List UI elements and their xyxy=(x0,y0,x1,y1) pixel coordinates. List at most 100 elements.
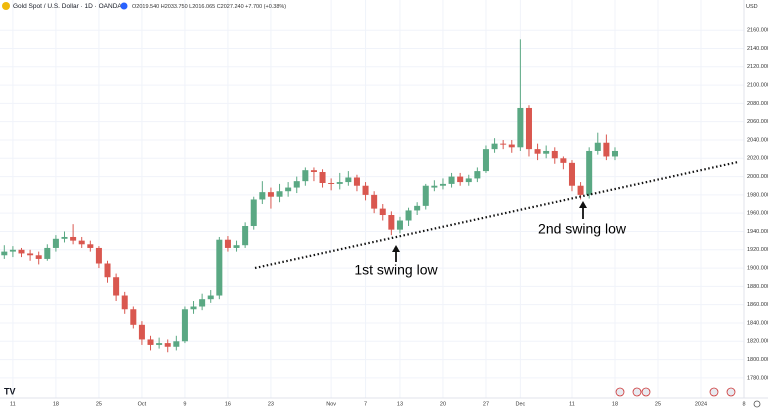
y-tick-label: 2060.000 xyxy=(747,119,768,125)
candle-body xyxy=(242,225,249,246)
candle-body xyxy=(18,249,25,254)
candle-body xyxy=(543,150,550,154)
arrow-2-head xyxy=(579,201,587,208)
y-tick-label: 1920.000 xyxy=(747,247,768,253)
x-tick-label: 11 xyxy=(569,401,575,407)
candle-body xyxy=(104,263,111,278)
y-tick-label: 2100.000 xyxy=(747,83,768,89)
candle-body xyxy=(525,107,532,150)
x-tick-label: 2024 xyxy=(695,401,707,407)
annotation: 1st swing low xyxy=(354,262,438,278)
x-tick-label: 16 xyxy=(225,401,231,407)
axes: 2160.000 2140.000 2120.000 2100.000 2080.000… xyxy=(10,28,768,408)
x-tick-label: Oct xyxy=(138,401,147,407)
candle-body xyxy=(474,171,481,179)
market-status-icon xyxy=(120,2,128,10)
candle-body xyxy=(310,170,317,173)
candle-body xyxy=(87,244,94,248)
symbol-icon xyxy=(2,2,10,10)
candle-body xyxy=(388,215,395,230)
candle-body xyxy=(577,185,584,195)
y-tick-label: 2120.000 xyxy=(747,64,768,70)
candle-body xyxy=(130,309,137,325)
candle-body xyxy=(9,249,16,252)
candle-body xyxy=(27,253,34,256)
event-icon[interactable] xyxy=(615,387,625,397)
y-tick-label: 1860.000 xyxy=(747,302,768,308)
candle-body xyxy=(594,142,601,151)
candle-body xyxy=(517,107,524,148)
candle-body xyxy=(181,309,188,342)
candle-body xyxy=(78,240,85,245)
candle-body xyxy=(405,210,412,221)
candle-body xyxy=(61,236,68,239)
candle-body xyxy=(276,191,283,197)
candle-body xyxy=(216,239,223,296)
candle-body xyxy=(267,192,274,197)
currency-label[interactable]: USD xyxy=(746,4,758,10)
candle-body xyxy=(551,150,558,159)
candle-body xyxy=(482,149,489,172)
candle-body xyxy=(156,343,163,345)
candle-body xyxy=(362,185,369,195)
candle-body xyxy=(138,324,145,340)
event-icon[interactable] xyxy=(709,387,719,397)
ohlc-values: O2019.540 H2033.750 L2016.065 C2027.240 … xyxy=(132,4,286,10)
event-icon[interactable] xyxy=(726,387,736,397)
candle-body xyxy=(233,245,240,248)
candle-body xyxy=(353,177,360,186)
candle-body xyxy=(439,183,446,186)
logo[interactable]: TV xyxy=(4,386,16,396)
candle-body xyxy=(285,187,292,192)
y-tick-label: 2080.000 xyxy=(747,101,768,107)
candle-body xyxy=(319,172,326,183)
x-tick-label: 23 xyxy=(268,401,274,407)
annotation: 2nd swing low xyxy=(538,221,627,237)
candle-body xyxy=(448,176,455,184)
x-tick-label: 20 xyxy=(440,401,446,407)
candle-body xyxy=(534,149,541,154)
y-tick-label: 1980.000 xyxy=(747,192,768,198)
y-tick-label: 1880.000 xyxy=(747,284,768,290)
x-tick-label: 27 xyxy=(483,401,489,407)
x-tick-label: Nov xyxy=(326,401,336,407)
y-tick-label: 2000.000 xyxy=(747,174,768,180)
y-tick-label: 1940.000 xyxy=(747,229,768,235)
candle-body xyxy=(560,158,567,163)
x-tick-label: 25 xyxy=(96,401,102,407)
candle-body xyxy=(465,178,472,183)
candle-body xyxy=(259,192,266,200)
symbol-title[interactable]: Gold Spot / U.S. Dollar · 1D · OANDA xyxy=(13,3,122,10)
event-icon[interactable] xyxy=(641,387,651,397)
candle-body xyxy=(500,143,507,145)
candle-body xyxy=(1,251,8,256)
candle-body xyxy=(568,162,575,186)
event-icon[interactable] xyxy=(632,387,642,397)
candle-body xyxy=(199,299,206,307)
candle-body xyxy=(328,182,335,184)
x-tick-label: 11 xyxy=(10,401,16,407)
settings-icon[interactable] xyxy=(753,400,761,408)
y-tick-label: 2140.000 xyxy=(747,46,768,52)
candle-body xyxy=(95,247,102,264)
candle-body xyxy=(164,343,171,347)
candle-body xyxy=(422,185,429,206)
candle-body xyxy=(396,220,403,230)
y-tick-label: 1900.000 xyxy=(747,266,768,272)
candles xyxy=(1,39,618,353)
arrow-1-head xyxy=(392,245,400,252)
candle-body xyxy=(371,194,378,209)
x-tick-label: Dec xyxy=(515,401,525,407)
y-tick-label: 1820.000 xyxy=(747,339,768,345)
candle-body xyxy=(345,177,352,183)
candle-body xyxy=(121,295,128,310)
trend-line xyxy=(254,160,739,270)
candle-body xyxy=(293,181,300,188)
candle-body xyxy=(603,142,610,157)
candle-body xyxy=(147,339,154,345)
candle-body xyxy=(173,341,180,347)
candle-body xyxy=(431,185,438,188)
candle-body xyxy=(250,199,257,226)
